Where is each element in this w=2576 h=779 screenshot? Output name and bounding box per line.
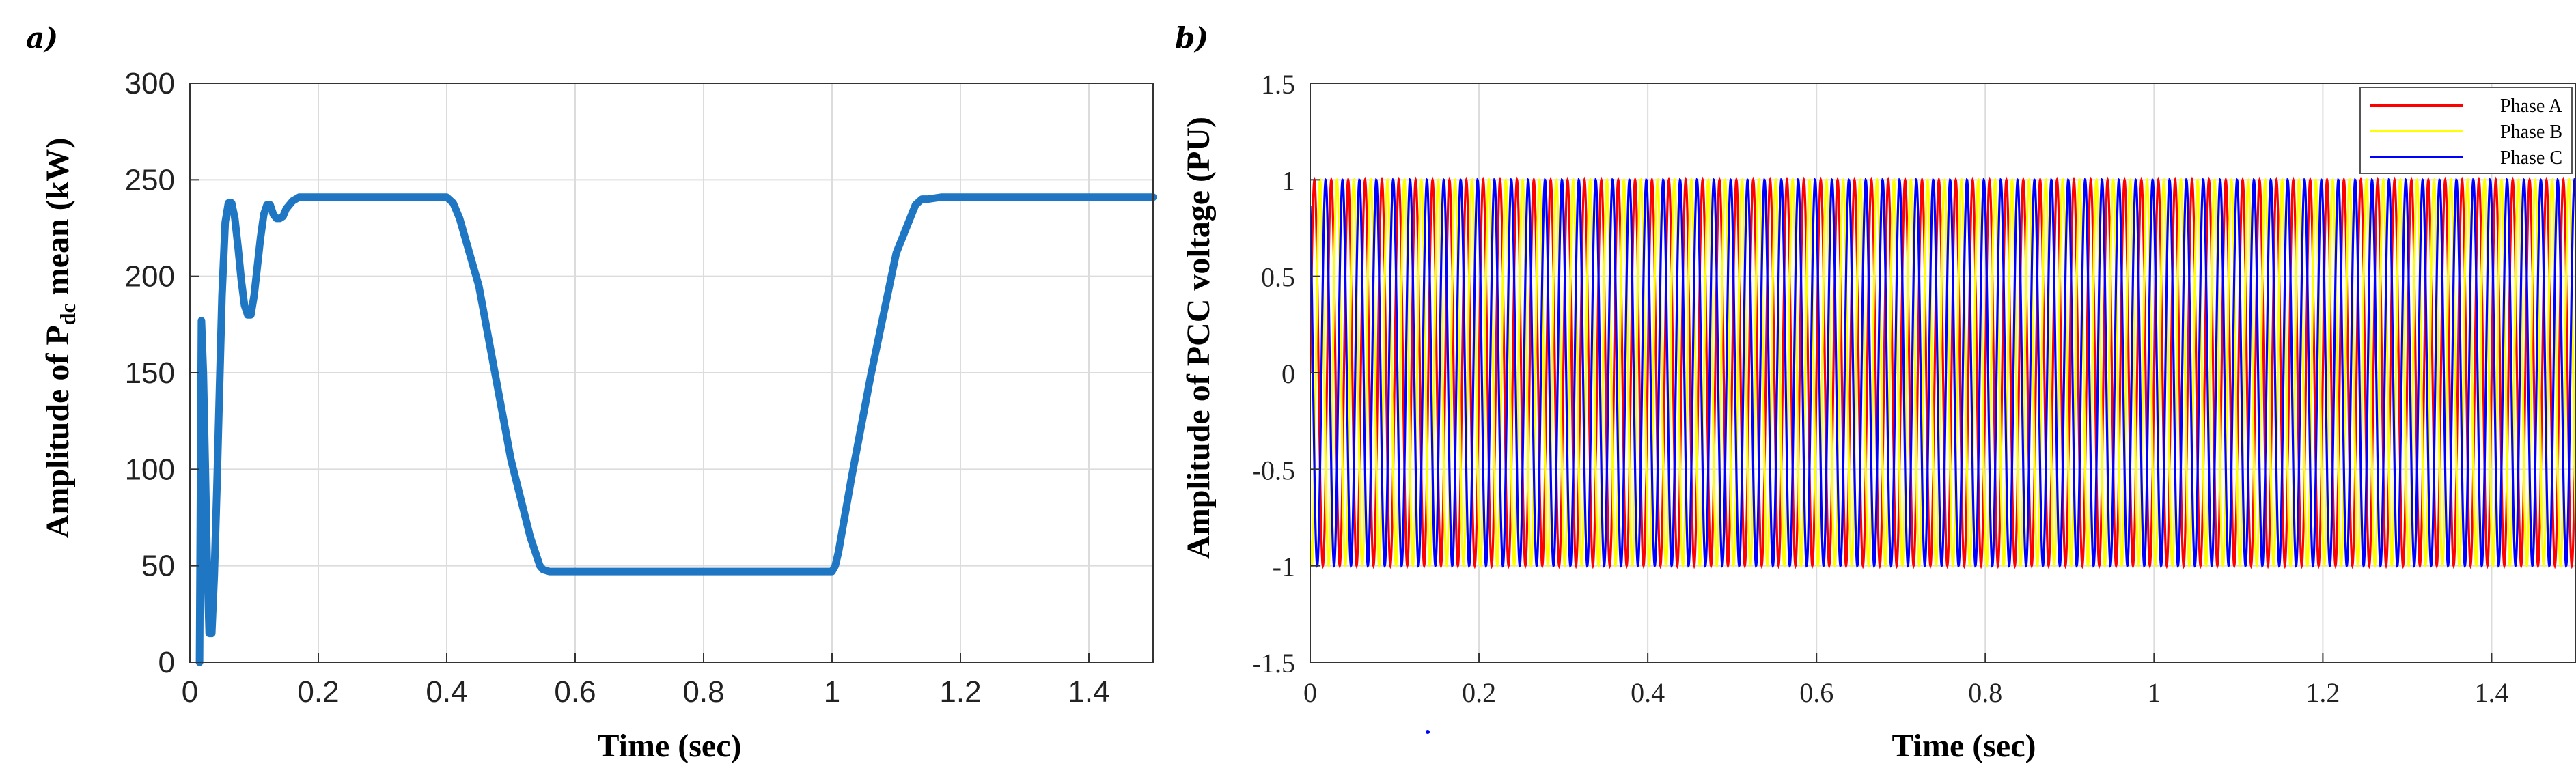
a-x-tick-label: 1.4 [1068,675,1109,709]
panel-a-y-axis-title: Amplitude of Pdc mean (kW) [40,138,80,539]
panel-a-x-axis-title: Time (sec) [597,728,741,764]
a-y-tick-label: 150 [125,356,175,390]
legend-label: Phase C [2500,147,2562,169]
panel-b-label: b) [1175,21,1208,55]
legend-label: Phase B [2500,122,2562,143]
a-x-tick-label: 1 [824,675,840,709]
b-x-tick-label: 0.2 [1462,677,1496,708]
a-y-tick-label: 300 [125,67,175,100]
b-x-tick-label: 1 [2147,677,2161,708]
a-y-tick-label: 200 [125,260,175,294]
stray-dot-mark [1426,730,1430,734]
panel-a-y-title-post: mean (kW) [40,138,76,304]
b-y-tick-label: 0.5 [1261,262,1295,293]
b-y-tick-label: 1 [1282,165,1295,196]
panel-b-x-axis-title: Time (sec) [1892,728,2036,764]
series-line-phase-a [1310,176,2576,569]
a-x-tick-label: 0.2 [297,675,339,709]
panel-a-series [195,193,1157,666]
panel-b-y-ticks: -1.5 -1 -0.5 0 0.5 1 1.5 [1252,69,1320,679]
series-line-pdc-mean [195,193,1157,666]
a-x-tick-label: 0.4 [426,675,467,709]
a-y-tick-label: 250 [125,163,175,197]
panel-a-x-ticks: 0 0.2 0.4 0.6 0.8 1 1.2 1.4 [182,653,1110,709]
a-x-tick-label: 0.8 [682,675,724,709]
a-x-tick-label: 1.2 [939,675,981,709]
b-x-tick-label: 0.6 [1799,677,1833,708]
panel-a-y-title-sub: dc [55,303,80,325]
a-y-tick-label: 50 [141,550,175,583]
panel-b-series [1310,176,2576,569]
panel-b-y-axis-title: Amplitude of PCC voltage (PU) [1180,117,1217,559]
a-y-tick-label: 100 [125,453,175,486]
b-x-tick-label: 1.4 [2474,677,2508,708]
panel-a-grid [189,83,1153,663]
panel-a-label: a) [26,21,58,55]
b-y-tick-label: -0.5 [1252,455,1295,485]
a-y-tick-label: 0 [158,646,175,679]
a-x-tick-label: 0 [182,675,198,709]
b-x-tick-label: 0.8 [1968,677,2002,708]
chart-panel-a: a) 0 0.2 0.4 0.6 0.8 1 1.2 1.4 0 50 100 150 200 250 3… [26,21,1157,764]
series-line-phase-b [1310,178,2576,568]
panel-a-y-title-pre: Amplitude of P [40,325,76,538]
b-y-tick-label: -1.5 [1252,648,1295,679]
b-x-tick-label: 0 [1303,677,1317,708]
a-x-tick-label: 0.6 [554,675,596,709]
b-y-tick-label: 0 [1282,358,1295,389]
b-y-tick-label: -1 [1273,552,1295,582]
b-y-tick-label: 1.5 [1261,69,1295,100]
panel-a-y-ticks: 0 50 100 150 200 250 300 [125,67,199,679]
panel-b-legend: Phase A Phase B Phase C [2359,87,2573,174]
b-x-tick-label: 1.2 [2305,677,2340,708]
series-line-phase-c [1310,178,2576,568]
chart-panel-b: b) 0 0.2 0.4 0.6 0.8 1 1.2 1.4 -1.5 -1 -0.5 0 0.5 1 1… [1175,21,2576,764]
panel-b-x-ticks: 0 0.2 0.4 0.6 0.8 1 1.2 1.4 [1303,653,2508,708]
legend-label: Phase A [2500,96,2563,117]
b-x-tick-label: 0.4 [1631,677,1665,708]
